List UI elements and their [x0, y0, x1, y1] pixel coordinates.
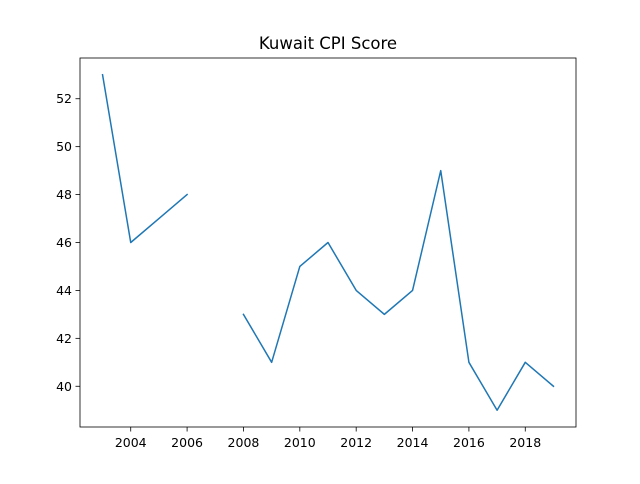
- series-layer: [101, 73, 555, 411]
- chart-title: Kuwait CPI Score: [259, 34, 397, 53]
- y-tick-label-44: 44: [56, 283, 72, 298]
- x-tick-label-2004: 2004: [115, 435, 147, 450]
- x-tick-label-2018: 2018: [509, 435, 541, 450]
- x-tick-label-2010: 2010: [284, 435, 316, 450]
- series-line-segment-2: [242, 169, 555, 411]
- x-tick-label-2012: 2012: [340, 435, 372, 450]
- y-tick-label-46: 46: [56, 235, 72, 250]
- y-tick-label-48: 48: [56, 187, 72, 202]
- y-axis: 40 42 44 46 48 50 52: [56, 91, 80, 394]
- x-tick-label-2006: 2006: [171, 435, 203, 450]
- series-line-segment-1: [101, 73, 189, 244]
- x-tick-label-2014: 2014: [397, 435, 429, 450]
- x-tick-label-2016: 2016: [453, 435, 485, 450]
- y-tick-label-42: 42: [56, 331, 72, 346]
- y-tick-label-52: 52: [56, 91, 72, 106]
- y-tick-label-50: 50: [56, 139, 72, 154]
- y-tick-label-40: 40: [56, 379, 72, 394]
- x-axis: 2004 2006 2008 2010 2012 2014 2016 2018: [115, 427, 541, 450]
- x-tick-label-2008: 2008: [228, 435, 260, 450]
